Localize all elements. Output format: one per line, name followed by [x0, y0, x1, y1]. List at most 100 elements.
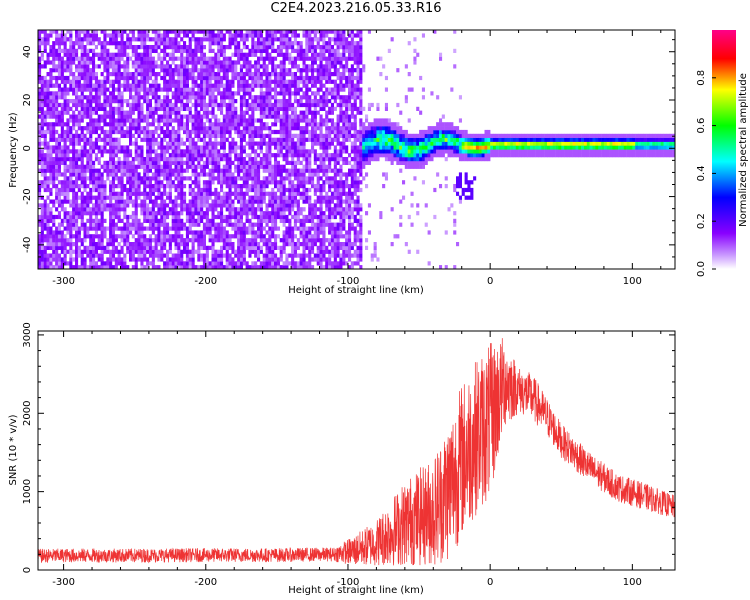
heatmap-cell [214, 126, 218, 131]
heatmap-cell [66, 91, 70, 96]
heatmap-cell [120, 83, 124, 88]
heatmap-cell [257, 191, 261, 196]
heatmap-cell [177, 222, 181, 227]
heatmap-cell [288, 149, 292, 154]
heatmap-cell [265, 191, 269, 196]
heatmap-cell [262, 195, 266, 200]
heatmap-cell [72, 207, 76, 212]
heatmap-cell [106, 168, 110, 173]
heatmap-cell [97, 184, 101, 189]
heatmap-cell [237, 91, 241, 96]
heatmap-cell [72, 164, 76, 169]
heatmap-cell [143, 133, 147, 138]
heatmap-cell [171, 160, 175, 165]
heatmap-cell [242, 75, 246, 81]
heatmap-cell [276, 245, 280, 250]
heatmap-cell [305, 265, 309, 269]
heatmap-cell [43, 75, 47, 81]
heatmap-cell [137, 203, 141, 208]
heatmap-cell [134, 141, 138, 146]
heatmap-cell [129, 253, 133, 258]
heatmap-cell [268, 203, 272, 208]
heatmap-cell [60, 133, 64, 138]
heatmap-cell [259, 56, 263, 61]
heatmap-cell [129, 106, 133, 111]
heatmap-cell [123, 41, 127, 46]
heatmap-cell [274, 207, 278, 212]
heatmap-cell [276, 106, 280, 111]
heatmap-cell [188, 199, 192, 204]
heatmap-cell [288, 222, 292, 227]
heatmap-cell [117, 87, 121, 92]
heatmap-cell [197, 48, 201, 53]
heatmap-cell [117, 126, 121, 131]
heatmap-cell [163, 102, 167, 108]
heatmap-cell [180, 37, 184, 42]
heatmap-cell [288, 114, 292, 119]
heatmap-cell [148, 164, 152, 169]
heatmap-cell [46, 33, 50, 38]
heatmap-cell [92, 218, 96, 223]
heatmap-cell [222, 37, 226, 42]
heatmap-cell [291, 153, 295, 158]
heatmap-cell [202, 230, 206, 235]
heatmap-cell [251, 176, 255, 181]
heatmap-cell [183, 168, 187, 173]
heatmap-cell [217, 133, 221, 138]
heatmap-cell [151, 83, 155, 88]
heatmap-cell [63, 83, 67, 88]
heatmap-cell [151, 45, 155, 50]
heatmap-cell [40, 180, 44, 185]
heatmap-cell [291, 110, 295, 115]
heatmap-cell [211, 145, 215, 150]
heatmap-cell [69, 261, 73, 266]
heatmap-cell [194, 145, 198, 150]
heatmap-cell [157, 234, 161, 239]
heatmap-cell [251, 75, 255, 81]
heatmap-cell [120, 106, 124, 111]
heatmap-cell [217, 214, 221, 220]
heatmap-cell [43, 48, 47, 53]
heatmap-cell [208, 191, 212, 196]
heatmap-cell [237, 41, 241, 46]
heatmap-cell [106, 87, 110, 92]
heatmap-cell [60, 41, 64, 46]
heatmap-cell [251, 265, 255, 269]
heatmap-cell [180, 48, 184, 53]
heatmap-cell [225, 102, 229, 108]
heatmap-cell [180, 207, 184, 212]
heatmap-cell [208, 30, 212, 34]
heatmap-cell [254, 253, 258, 258]
heatmap-cell [200, 265, 204, 269]
heatmap-cell [311, 126, 315, 131]
heatmap-cell [225, 68, 229, 73]
heatmap-cell [291, 157, 295, 162]
heatmap-cell [231, 245, 235, 250]
heatmap-cell [80, 160, 84, 165]
heatmap-cell [282, 211, 286, 216]
heatmap-cell [75, 95, 79, 100]
heatmap-cell [40, 110, 44, 115]
heatmap-cell [228, 203, 232, 208]
heatmap-cell [180, 164, 184, 169]
heatmap-cell [77, 203, 81, 208]
heatmap-cell [313, 226, 317, 231]
heatmap-cell [114, 149, 118, 154]
heatmap-cell [55, 137, 59, 142]
heatmap-cell [129, 257, 133, 262]
heatmap-cell [120, 261, 124, 266]
heatmap-cell [217, 203, 221, 208]
heatmap-cell [291, 102, 295, 108]
heatmap-cell [185, 207, 189, 212]
heatmap-cell [163, 184, 167, 189]
heatmap-cell [123, 122, 127, 127]
heatmap-cell [154, 83, 158, 88]
heatmap-cell [171, 41, 175, 46]
heatmap-cell [157, 41, 161, 46]
heatmap-cell [38, 157, 42, 162]
heatmap-cell [148, 207, 152, 212]
heatmap-cell [194, 234, 198, 239]
heatmap-cell [225, 122, 229, 127]
heatmap-cell [123, 164, 127, 169]
heatmap-cell [268, 41, 272, 46]
